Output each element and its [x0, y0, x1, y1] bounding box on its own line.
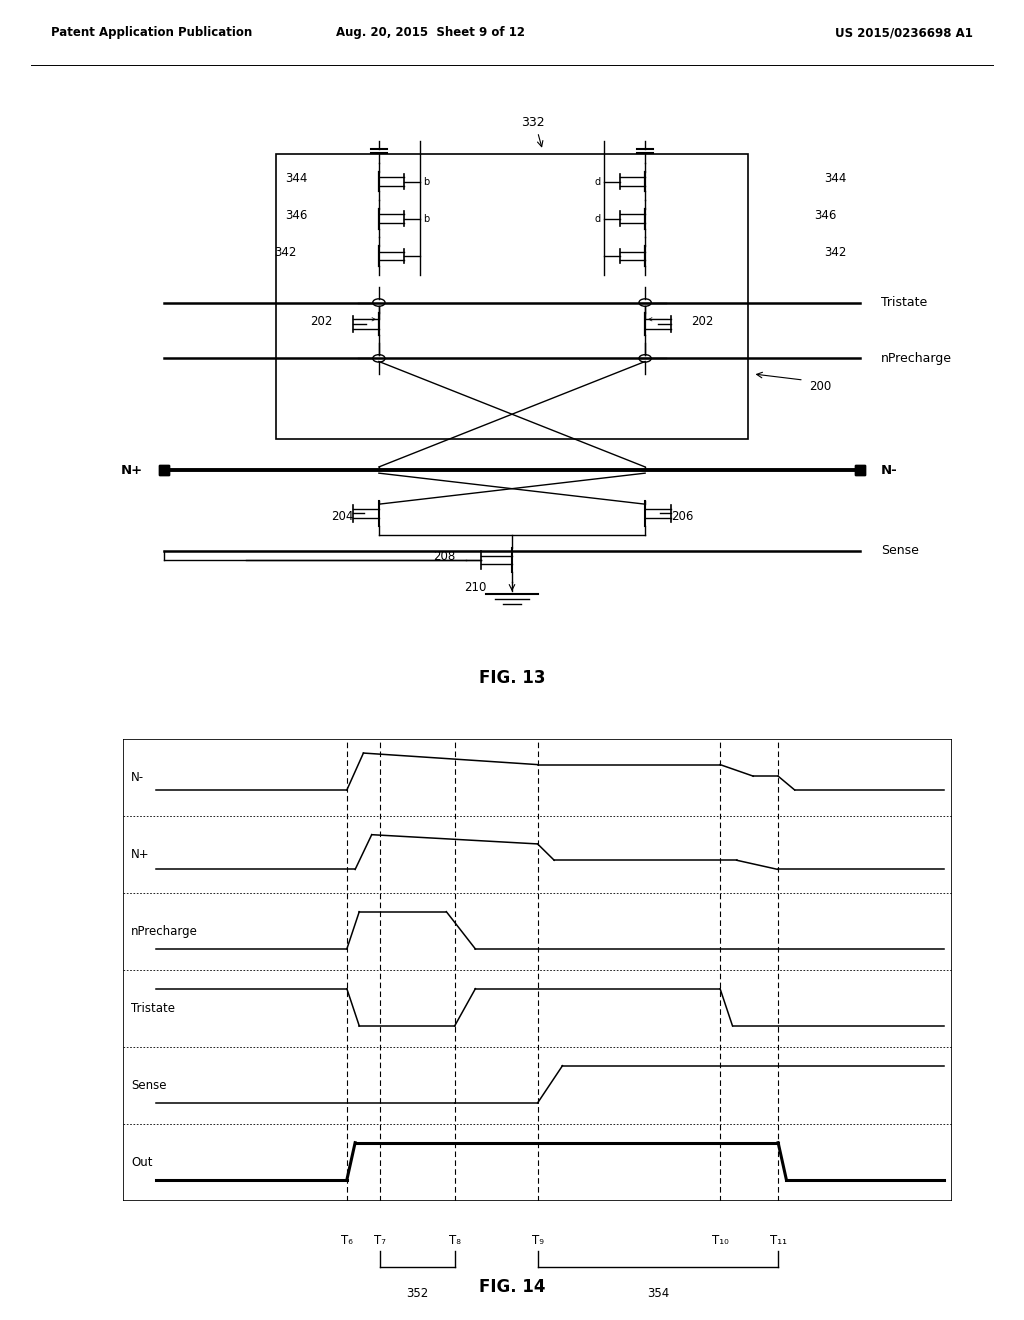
Text: N-: N-	[131, 771, 144, 784]
Text: 204: 204	[331, 510, 353, 523]
Text: N+: N+	[131, 849, 150, 861]
Text: N-: N-	[881, 463, 897, 477]
Text: FIG. 13: FIG. 13	[479, 669, 545, 688]
Text: 206: 206	[671, 510, 693, 523]
Text: d: d	[595, 177, 601, 186]
Text: Tristate: Tristate	[881, 296, 927, 309]
Text: Patent Application Publication: Patent Application Publication	[51, 26, 253, 40]
Text: Out: Out	[131, 1156, 153, 1170]
Text: US 2015/0236698 A1: US 2015/0236698 A1	[835, 26, 973, 40]
Text: d: d	[595, 214, 601, 224]
Text: T₇: T₇	[374, 1234, 386, 1247]
Text: 346: 346	[814, 209, 837, 222]
Text: N+: N+	[121, 463, 143, 477]
Text: nPrecharge: nPrecharge	[131, 925, 198, 939]
Text: Sense: Sense	[131, 1080, 167, 1092]
Text: T₉: T₉	[531, 1234, 544, 1247]
Text: 342: 342	[274, 247, 297, 260]
Text: b: b	[423, 214, 429, 224]
Text: b: b	[423, 177, 429, 186]
Text: 332: 332	[520, 116, 545, 129]
Text: T₁₁: T₁₁	[770, 1234, 786, 1247]
Text: 202: 202	[691, 314, 714, 327]
Text: T₆: T₆	[341, 1234, 352, 1247]
Text: 346: 346	[285, 209, 307, 222]
Text: Tristate: Tristate	[131, 1002, 175, 1015]
Text: 202: 202	[310, 314, 333, 327]
Text: 208: 208	[433, 550, 456, 564]
Text: T₈: T₈	[449, 1234, 461, 1247]
Text: nPrecharge: nPrecharge	[881, 352, 951, 364]
Text: FIG. 14: FIG. 14	[479, 1278, 545, 1296]
Text: 354: 354	[647, 1287, 669, 1300]
Text: 352: 352	[407, 1287, 428, 1300]
Text: T₁₀: T₁₀	[712, 1234, 728, 1247]
Bar	[276, 153, 748, 440]
Text: Sense: Sense	[881, 544, 919, 557]
Text: Aug. 20, 2015  Sheet 9 of 12: Aug. 20, 2015 Sheet 9 of 12	[336, 26, 524, 40]
Text: 200: 200	[809, 380, 831, 393]
Text: 210: 210	[464, 581, 486, 594]
Text: 342: 342	[824, 247, 847, 260]
Text: 344: 344	[285, 172, 307, 185]
Text: 344: 344	[824, 172, 847, 185]
